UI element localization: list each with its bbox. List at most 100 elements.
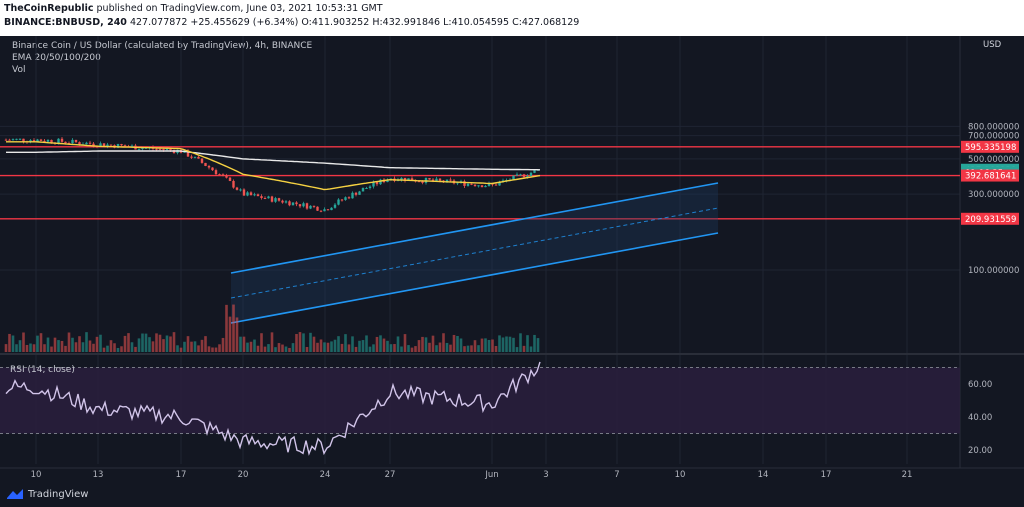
volume-bar (424, 337, 428, 352)
volume-bar (295, 334, 298, 352)
volume-bar (130, 342, 134, 352)
candle (351, 192, 354, 199)
volume-bar (260, 333, 263, 352)
currency-label[interactable]: USD (983, 40, 1002, 50)
volume-bar (176, 345, 179, 352)
candle (358, 191, 361, 195)
volume-bar (92, 343, 95, 352)
candle (400, 177, 403, 180)
candle (197, 156, 200, 159)
volume-bar (204, 336, 207, 352)
volume-bar (344, 334, 347, 352)
candle (144, 147, 148, 149)
volume-bar (263, 346, 267, 352)
volume-bar (354, 346, 358, 352)
volume-bar (393, 344, 396, 352)
candle (64, 141, 67, 144)
rsi-tick-label: 20.00 (968, 446, 992, 456)
volume-bar (274, 347, 277, 352)
candle (260, 196, 263, 199)
rsi-series (5, 361, 541, 456)
candle (43, 140, 46, 142)
candle (246, 192, 249, 196)
volume-bar (358, 340, 361, 352)
price-change: +25.455629 (+6.34%) (190, 17, 299, 28)
price-label-text: 595.335198 (965, 143, 1016, 153)
publisher-name[interactable]: TheCoinRepublic (4, 3, 94, 14)
volume-bar (505, 336, 508, 352)
volume-bar (431, 335, 435, 352)
volume-bar (284, 346, 288, 352)
volume-bar (428, 342, 431, 352)
volume-bar (312, 336, 316, 352)
volume-bar (410, 347, 414, 352)
volume-bar (389, 344, 393, 352)
time-tick-label: 10 (31, 470, 42, 480)
candle (193, 156, 197, 158)
high-value: H:432.991846 (372, 17, 441, 28)
candle (263, 198, 267, 200)
volume-bar (99, 334, 102, 352)
price-tick-label: 500.000000 (968, 155, 1019, 165)
volume-bar (498, 335, 501, 352)
volume-bar (88, 340, 92, 352)
volume-bar (71, 337, 74, 352)
candle (88, 142, 92, 144)
candle (323, 209, 326, 212)
volume-bar (18, 340, 22, 352)
volume-bar (375, 336, 379, 352)
volume-bar (508, 336, 512, 352)
volume-bar (158, 334, 162, 352)
ema-legend: EMA 20/50/100/200 (12, 53, 101, 63)
volume-bar (326, 342, 330, 352)
volume-bars (4, 304, 540, 352)
volume-bar (78, 336, 81, 352)
volume-bar (337, 336, 340, 352)
time-tick-label: 17 (176, 470, 187, 480)
volume-bar (232, 304, 235, 352)
channel-mid (230, 207, 719, 299)
candle (431, 179, 435, 181)
rsi-legend: RSI (14, close) (10, 365, 75, 375)
volume-bar (148, 337, 151, 352)
volume-bar (459, 338, 463, 352)
candle (123, 145, 127, 147)
candle (158, 148, 162, 150)
volume-bar (417, 340, 421, 352)
time-axis: 10 13 17 20 24 27 Jun 3 7 10 14 17 21 (31, 470, 913, 480)
volume-bar (396, 336, 400, 352)
candle (190, 156, 193, 158)
candle (57, 138, 60, 144)
candle (239, 189, 242, 191)
price-tick-label: 100.000000 (968, 266, 1019, 276)
candle (295, 202, 298, 205)
price-label-box (961, 140, 1019, 153)
volume-bar (8, 333, 11, 352)
volume-bar (25, 344, 29, 352)
footer (0, 484, 1024, 507)
candle (410, 178, 414, 181)
candle (71, 139, 74, 144)
candle (512, 175, 515, 180)
time-tick-label: 3 (543, 470, 548, 480)
volume-bar (228, 316, 232, 352)
volume-bar (480, 338, 484, 352)
price-tick-label: 800.000000 (968, 122, 1019, 132)
volume-bar (116, 347, 120, 352)
time-tick-label: 14 (758, 470, 769, 480)
candle (256, 194, 260, 197)
candle (11, 139, 15, 141)
volume-bar (11, 335, 15, 352)
volume-bar (277, 343, 281, 352)
volume-bar (529, 346, 533, 352)
volume-bar (473, 340, 477, 352)
candle (466, 183, 470, 186)
volume-bar (536, 338, 540, 352)
channel-upper (230, 182, 719, 274)
volume-bar (372, 344, 375, 352)
candle (281, 200, 284, 203)
tradingview-brand[interactable]: TradingView (6, 488, 88, 500)
candle (533, 170, 536, 173)
